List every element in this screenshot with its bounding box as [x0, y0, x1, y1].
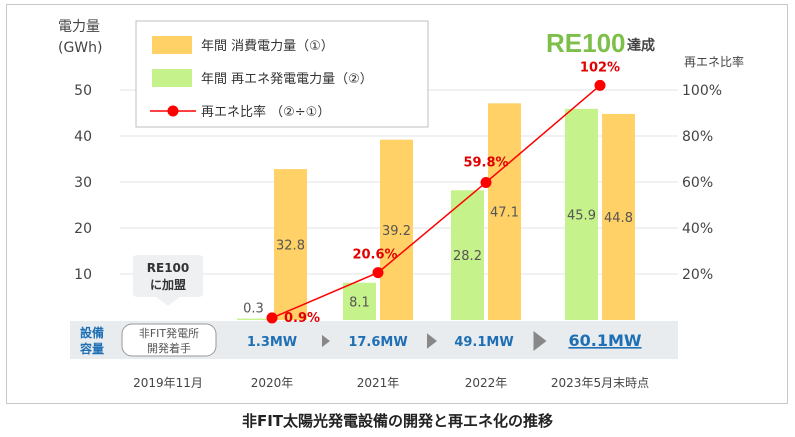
right-axis-tick: 20% [682, 267, 713, 283]
bar-renewable [237, 318, 270, 320]
right-axis-tick: 100% [682, 83, 722, 99]
bar-consumption [488, 103, 521, 320]
callout-text: に加盟 [150, 277, 186, 292]
bar-consumption-label: 47.1 [490, 206, 519, 221]
left-axis-tick: 50 [74, 83, 92, 99]
re100-suffix: 達成 [627, 37, 655, 54]
ratio-marker [480, 176, 492, 188]
capacity-start-text: 非FIT発電所 [139, 326, 199, 340]
left-axis-title: 電力量 [58, 19, 100, 35]
capacity-value: 60.1MW [568, 331, 641, 350]
x-axis-label: 2023年5月末時点 [551, 376, 649, 390]
callout-box [133, 255, 203, 297]
callout-pointer [156, 297, 180, 306]
capacity-arrow [322, 334, 330, 348]
x-axis-label: 2019年11月 [133, 376, 203, 390]
bar-renewable-label: 28.2 [453, 249, 482, 264]
ratio-label: 102% [580, 60, 620, 75]
capacity-start-text: 開発着手 [147, 341, 191, 355]
capacity-start-box [121, 323, 217, 357]
legend-label: 年間 消費電力量（①） [201, 39, 334, 54]
bar-renewable [565, 108, 598, 320]
x-axis-label: 2020年 [251, 376, 294, 390]
bar-consumption-label: 44.8 [604, 211, 633, 226]
bar-renewable-label: 0.3 [243, 302, 264, 317]
ratio-label: 20.6% [352, 248, 397, 263]
left-axis-tick: 20 [74, 221, 92, 237]
capacity-title: 容量 [79, 341, 104, 356]
legend-swatch [152, 69, 192, 87]
ratio-label: 59.8% [463, 155, 508, 170]
capacity-value: 17.6MW [348, 335, 407, 350]
legend-swatch-marker [167, 105, 179, 117]
bar-consumption [380, 139, 413, 320]
x-axis-label: 2022年 [465, 376, 508, 390]
bar-consumption [274, 169, 307, 320]
bar-renewable-label: 45.9 [567, 208, 596, 223]
bar-consumption [602, 113, 635, 320]
legend-swatch [152, 36, 192, 54]
bar-consumption-label: 32.8 [276, 239, 305, 254]
capacity-arrow [427, 333, 437, 349]
right-axis-title: 再エネ比率 [684, 54, 744, 69]
left-axis-tick: 40 [74, 129, 92, 145]
ratio-marker [594, 79, 606, 91]
left-axis-unit: (GWh) [58, 40, 103, 56]
bar-consumption-label: 39.2 [382, 224, 411, 239]
x-axis-label: 2021年 [357, 376, 400, 390]
bar-renewable-label: 8.1 [349, 295, 370, 310]
chart-caption: 非FIT太陽光発電設備の開発と再エネ化の推移 [241, 412, 554, 430]
right-axis-tick: 60% [682, 175, 713, 191]
bar-renewable [343, 282, 376, 320]
capacity-title: 設備 [80, 325, 104, 340]
legend-label: 再エネ比率 （②÷①） [201, 104, 330, 120]
re100-logo: RE100 [546, 28, 626, 58]
capacity-value: 49.1MW [454, 335, 513, 350]
ratio-marker [372, 267, 384, 279]
legend-label: 年間 再エネ発電電力量（②） [201, 72, 373, 87]
left-axis-tick: 30 [74, 175, 92, 191]
right-axis-tick: 40% [682, 221, 713, 237]
left-axis-tick: 10 [74, 267, 92, 283]
capacity-value: 1.3MW [247, 335, 297, 350]
right-axis-tick: 80% [682, 129, 713, 145]
ratio-line [271, 84, 601, 319]
bar-renewable [451, 190, 484, 320]
ratio-marker [266, 312, 278, 324]
ratio-label: 0.9% [284, 311, 320, 326]
capacity-arrow [533, 331, 547, 351]
callout-text: RE100 [147, 261, 190, 275]
